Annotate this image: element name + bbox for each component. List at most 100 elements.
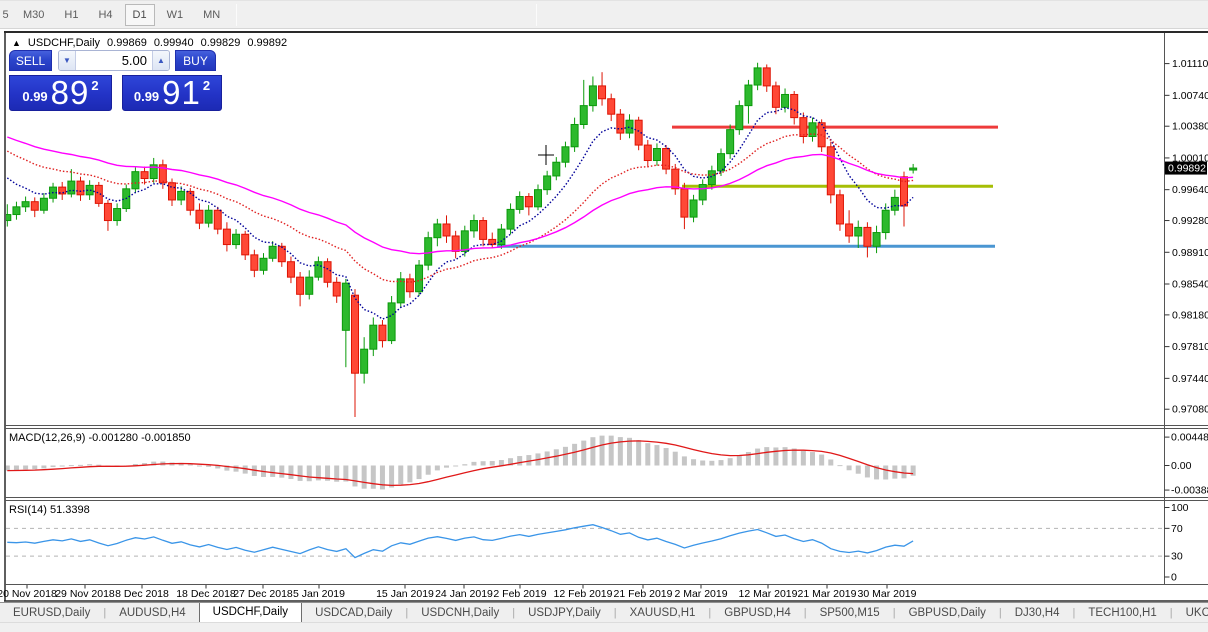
volume-increase-icon[interactable]: ▲ xyxy=(152,51,169,70)
sell-button[interactable]: SELL xyxy=(9,50,52,71)
chart-tabs-bar: EURUSD,Daily | AUDUSD,H4 USDCHF,Daily USDCAD… xyxy=(0,602,1208,622)
price-tick-label: 0.97440 xyxy=(1172,373,1208,385)
macd-panel xyxy=(6,435,916,490)
tab-separator: | xyxy=(1072,607,1076,619)
tab-separator: | xyxy=(708,607,712,619)
tab-gbpusd-daily[interactable]: GBPUSD,Daily xyxy=(908,607,986,619)
one-click-trade-panel: SELL ▼ ▲ BUY 0.99 89 2 0.99 91 2 xyxy=(9,50,223,111)
tab-audusd-h4[interactable]: AUDUSD,H4 xyxy=(119,607,186,619)
price-tick-label: 1.00380 xyxy=(1172,121,1208,133)
tab-usdjpy-daily[interactable]: USDJPY,Daily xyxy=(528,607,601,619)
sell-price-button[interactable]: 0.99 89 2 xyxy=(9,75,112,111)
macd-tick-label: 0.00 xyxy=(1171,460,1192,472)
sell-price-small: 0.99 xyxy=(22,89,48,104)
price-tick-label: 0.98540 xyxy=(1172,279,1208,291)
timeframe-button-h4[interactable]: H4 xyxy=(90,4,120,26)
price-panel xyxy=(6,62,998,417)
date-tick-label: 2 Feb 2019 xyxy=(493,588,546,600)
timeframe-button-w1[interactable]: W1 xyxy=(159,4,192,26)
timeframe-button-d1[interactable]: D1 xyxy=(124,3,155,26)
tab-separator: | xyxy=(892,607,896,619)
tab-separator: | xyxy=(405,607,409,619)
sell-price-sup: 2 xyxy=(91,78,99,93)
timeframe-button-5[interactable]: 5 xyxy=(0,4,11,26)
tab-sp500-m15[interactable]: SP500,M15 xyxy=(819,607,880,619)
tab-usdchf-daily[interactable]: USDCHF,Daily xyxy=(198,603,303,622)
tab-xauusd-h1[interactable]: XAUUSD,H1 xyxy=(629,607,696,619)
macd-signal-line xyxy=(7,440,914,487)
tab-ukc[interactable]: UKC xyxy=(1185,607,1208,619)
rsi-tick-label: 0 xyxy=(1171,572,1177,584)
rsi-tick-label: 30 xyxy=(1171,551,1183,563)
status-strip xyxy=(0,622,1208,632)
ohlc-close: 0.99892 xyxy=(247,37,288,49)
date-tick-label: 15 Jan 2019 xyxy=(376,588,434,600)
price-tick-label: 0.98910 xyxy=(1172,247,1208,259)
date-tick-label: 8 Dec 2018 xyxy=(115,588,169,600)
timeframe-button-h1[interactable]: H1 xyxy=(56,4,86,26)
date-tick-label: 12 Feb 2019 xyxy=(554,588,613,600)
date-tick-label: 29 Nov 2018 xyxy=(55,588,115,600)
sell-price-big: 89 xyxy=(50,74,90,111)
ma-slow-magenta xyxy=(7,136,914,255)
tab-dj30-h4[interactable]: DJ30,H4 xyxy=(1014,607,1060,619)
tab-usdcnh-daily[interactable]: USDCNH,Daily xyxy=(421,607,500,619)
price-tick-label: 0.97810 xyxy=(1172,341,1208,353)
date-tick-label: 27 Dec 2018 xyxy=(233,588,293,600)
ma-fast-blue xyxy=(6,106,914,320)
buy-price-button[interactable]: 0.99 91 2 xyxy=(122,75,222,111)
tab-separator: | xyxy=(512,607,516,619)
ohlc-low: 0.99829 xyxy=(200,37,241,49)
tab-separator: | xyxy=(1169,607,1173,619)
buy-price-big: 91 xyxy=(162,74,201,111)
buy-button[interactable]: BUY xyxy=(175,50,216,71)
current-price-label: 0.99892 xyxy=(1168,163,1206,175)
rsi-indicator-label: RSI(14) 51.3398 xyxy=(9,504,90,516)
toolbar-separator xyxy=(236,3,238,26)
price-tick-label: 0.97080 xyxy=(1172,404,1208,416)
date-tick-label: 21 Mar 2019 xyxy=(798,588,857,600)
macd-indicator-label: MACD(12,26,9) -0.001280 -0.001850 xyxy=(9,432,191,444)
collapse-panel-icon[interactable]: ▲ xyxy=(12,38,21,48)
price-tick-label: 1.01110 xyxy=(1172,58,1208,70)
price-axis[interactable]: 1.01110 1.00740 1.00380 1.00010 0.99640 0.992… xyxy=(1164,58,1208,416)
date-tick-label: 24 Jan 2019 xyxy=(435,588,493,600)
timeframe-toolbar: 5 M30 H1 H4 D1 W1 MN xyxy=(0,0,1208,29)
toolbar-separator xyxy=(536,4,537,26)
date-tick-label: 12 Mar 2019 xyxy=(739,588,798,600)
date-tick-label: 5 Jan 2019 xyxy=(293,588,345,600)
tab-eurusd-daily[interactable]: EURUSD,Daily xyxy=(13,607,91,619)
volume-decrease-icon[interactable]: ▼ xyxy=(59,51,76,70)
tab-usdcad-daily[interactable]: USDCAD,Daily xyxy=(315,607,393,619)
rsi-tick-label: 100 xyxy=(1171,502,1189,514)
rsi-panel xyxy=(6,524,1164,559)
macd-tick-label: -0.003883 xyxy=(1171,485,1208,497)
macd-tick-label: 0.004487 xyxy=(1171,432,1208,444)
rsi-tick-label: 70 xyxy=(1171,523,1183,535)
rsi-line xyxy=(7,524,914,559)
ohlc-high: 0.99940 xyxy=(153,37,194,49)
price-tick-label: 0.99640 xyxy=(1172,184,1208,196)
price-tick-label: 1.00740 xyxy=(1172,90,1208,102)
timeframe-button-mn[interactable]: MN xyxy=(195,4,228,26)
date-tick-label: 30 Mar 2019 xyxy=(858,588,917,600)
buy-price-small: 0.99 xyxy=(133,89,160,104)
tab-tech100-h1[interactable]: TECH100,H1 xyxy=(1088,607,1157,619)
tab-gbpusd-h4[interactable]: GBPUSD,H4 xyxy=(724,607,791,619)
price-tick-label: 0.98180 xyxy=(1172,309,1208,321)
volume-spinner: ▼ ▲ xyxy=(58,50,170,71)
ohlc-open: 0.99869 xyxy=(107,37,147,49)
date-tick-label: 18 Dec 2018 xyxy=(176,588,236,600)
timeframe-button-m30[interactable]: M30 xyxy=(15,4,52,26)
date-tick-label: 21 Feb 2019 xyxy=(614,588,673,600)
date-tick-label: 20 Nov 2018 xyxy=(0,588,57,600)
volume-input[interactable] xyxy=(76,51,152,70)
date-tick-label: 2 Mar 2019 xyxy=(674,588,727,600)
price-tick-label: 1.00010 xyxy=(1172,152,1208,164)
price-tick-label: 0.99280 xyxy=(1172,215,1208,227)
candles-layer xyxy=(6,62,918,417)
tab-separator: | xyxy=(998,607,1002,619)
